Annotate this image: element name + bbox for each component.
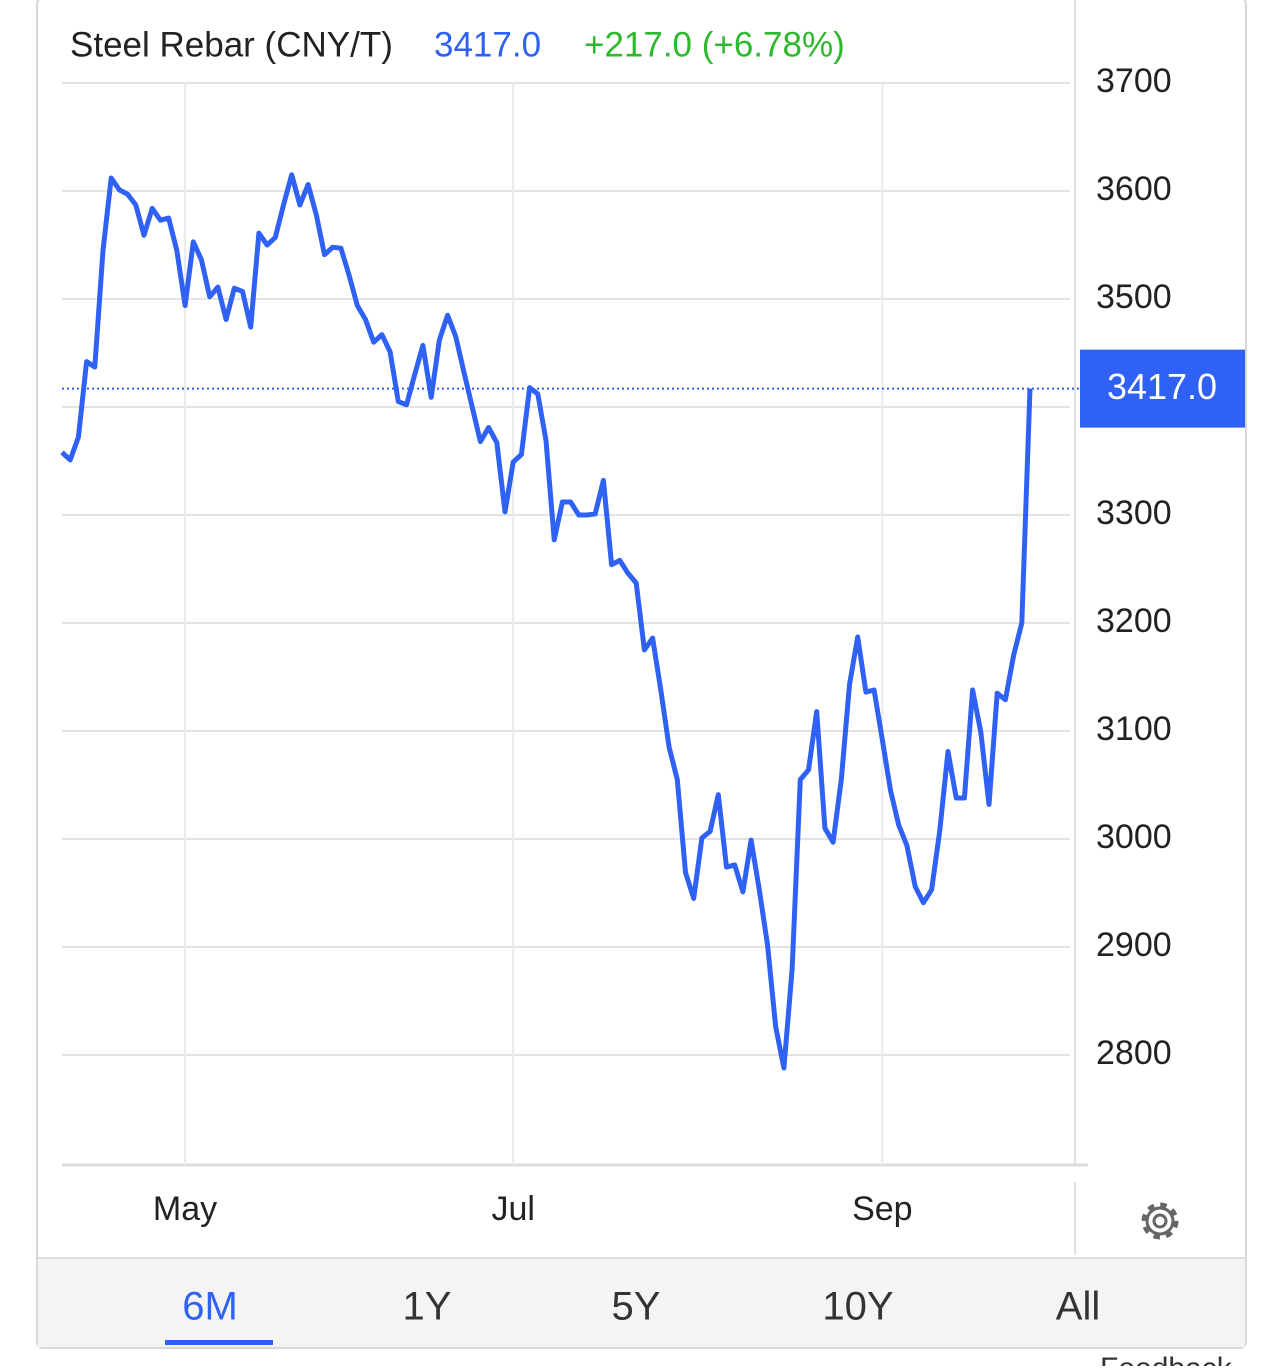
- range-button[interactable]: 6M: [182, 1285, 238, 1329]
- gear-hole: [1152, 1213, 1168, 1229]
- y-tick-label: 3000: [1096, 818, 1172, 856]
- range-bar: [38, 1258, 1245, 1347]
- range-button[interactable]: All: [1056, 1285, 1100, 1329]
- gear-teeth: [1141, 1202, 1179, 1240]
- x-tick-label: May: [153, 1190, 217, 1228]
- chart-title: Steel Rebar (CNY/T): [70, 25, 393, 64]
- y-tick-label: 3100: [1096, 710, 1172, 748]
- y-tick-label: 3200: [1096, 602, 1172, 640]
- range-button[interactable]: 10Y: [822, 1285, 893, 1329]
- y-tick-label: 3600: [1096, 170, 1172, 208]
- y-tick-label: 3300: [1096, 494, 1172, 532]
- x-tick-label: Sep: [852, 1190, 913, 1228]
- header-price: 3417.0: [434, 25, 541, 64]
- y-tick-label: 2900: [1096, 926, 1172, 964]
- range-button[interactable]: 1Y: [403, 1285, 452, 1329]
- y-tick-label: 3500: [1096, 278, 1172, 316]
- gear-ring: [1145, 1206, 1175, 1236]
- panel: [36, 0, 1247, 1349]
- feedback-link[interactable]: Feedback: [1100, 1352, 1233, 1371]
- last-price-label: 3417.0: [1107, 366, 1217, 407]
- range-underline: [165, 1340, 273, 1345]
- range-button[interactable]: 5Y: [612, 1285, 661, 1329]
- y-tick-label: 2800: [1096, 1034, 1172, 1072]
- header-change: +217.0 (+6.78%): [584, 25, 845, 64]
- price-line: [60, 172, 1033, 1071]
- last-price-tag: [1080, 349, 1245, 428]
- y-tick-label: 3700: [1096, 62, 1172, 100]
- settings-icon[interactable]: [1141, 1202, 1179, 1240]
- x-tick-label: Jul: [491, 1190, 534, 1228]
